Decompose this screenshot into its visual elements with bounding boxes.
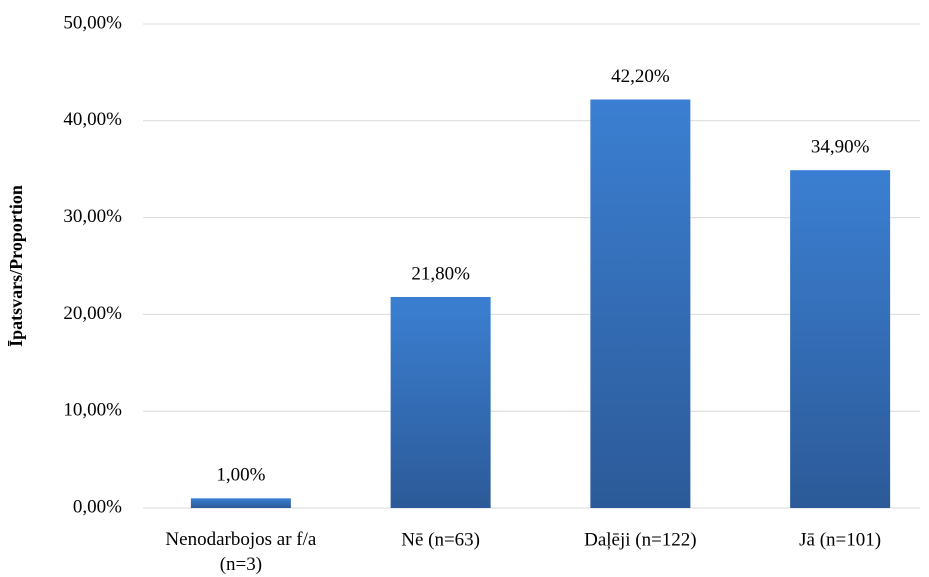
y-tick-label: 40,00% [63, 109, 122, 130]
y-tick-label: 50,00% [63, 12, 122, 33]
bar [590, 99, 691, 508]
bar [390, 296, 491, 508]
x-tick-label: Nenodarbojos ar f/a (n=3) [165, 529, 316, 575]
bar [190, 498, 291, 508]
x-tick-label: Daļēji (n=122) [584, 529, 697, 550]
y-tick-label: 30,00% [63, 206, 122, 227]
data-label: 34,90% [811, 137, 870, 158]
x-tick-label: Jā (n=101) [799, 529, 881, 550]
y-tick-label: 10,00% [63, 400, 122, 421]
data-label: 21,80% [411, 263, 470, 284]
data-label: 1,00% [216, 465, 265, 486]
bar [790, 170, 891, 508]
y-axis-title: Īpatsvars/Proportion [6, 185, 26, 347]
y-tick-label: 0,00% [73, 496, 122, 517]
y-tick-label: 20,00% [63, 303, 122, 324]
data-label: 42,20% [611, 66, 670, 87]
x-tick-label: Nē (n=63) [401, 529, 480, 550]
